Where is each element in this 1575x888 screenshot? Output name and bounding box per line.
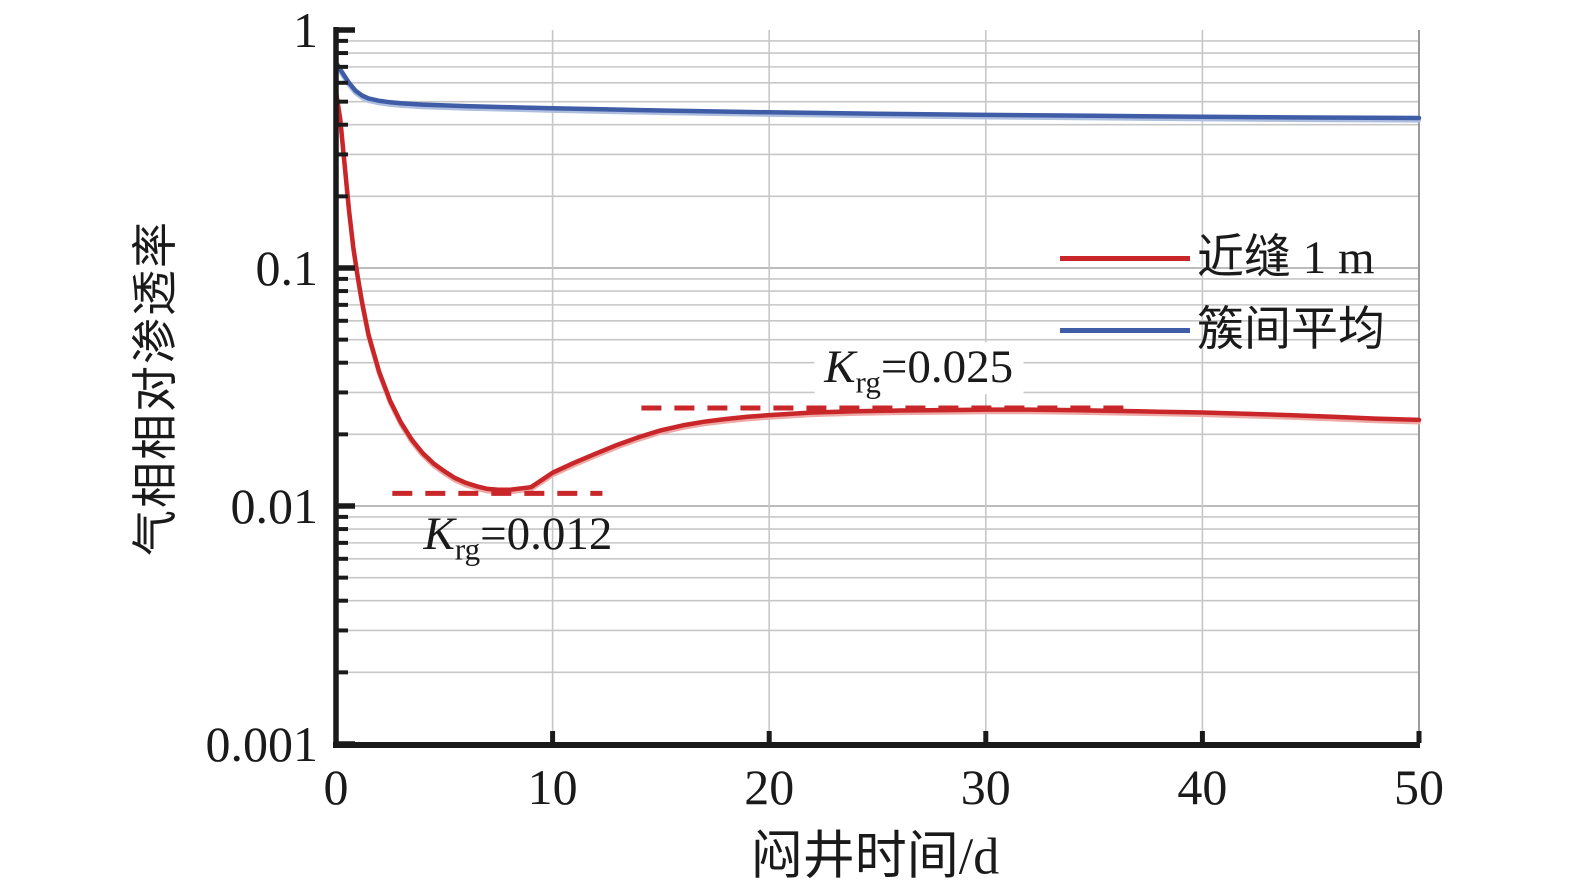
y-tick-label-0.1: 0.1 bbox=[255, 240, 319, 296]
annotation-krg-0025-value: =0.025 bbox=[880, 341, 1014, 394]
annotation-krg-0012-value: =0.012 bbox=[480, 508, 613, 561]
legend-line-blue-icon bbox=[1060, 327, 1190, 333]
series-line-blue bbox=[333, 60, 1422, 121]
legend-line-red-icon bbox=[1060, 255, 1190, 261]
annotation-krg-0025-symbol: K bbox=[824, 341, 856, 394]
x-tick-label-0: 0 bbox=[323, 759, 349, 815]
annotation-krg-0012-symbol: K bbox=[423, 508, 455, 561]
annotation-krg-0025-subscript: rg bbox=[855, 364, 881, 400]
x-tick-label-20: 20 bbox=[744, 759, 795, 815]
x-tick-label-30: 30 bbox=[960, 759, 1011, 815]
legend-label-cluster-average: 簇间平均 bbox=[1197, 304, 1385, 356]
annotation-krg-0012: Krg=0.012 bbox=[423, 508, 613, 565]
y-tick-label-1: 1 bbox=[293, 2, 318, 58]
x-tick-label-10: 10 bbox=[527, 759, 578, 815]
legend: 近缝 1 m 簇间平均 bbox=[1060, 231, 1385, 375]
annotation-krg-0012-subscript: rg bbox=[454, 531, 481, 567]
legend-item-cluster-average: 簇间平均 bbox=[1060, 303, 1385, 357]
x-axis-title: 闷井时间/d bbox=[750, 828, 1000, 886]
y-tick-label-0.001: 0.001 bbox=[205, 716, 319, 772]
x-tick-label-50: 50 bbox=[1394, 759, 1444, 815]
annotation-krg-0025: Krg=0.025 bbox=[814, 341, 1024, 398]
legend-item-near-fracture: 近缝 1 m bbox=[1060, 231, 1385, 285]
x-tick-label-40: 40 bbox=[1177, 759, 1228, 815]
legend-label-near-fracture: 近缝 1 m bbox=[1197, 232, 1375, 284]
y-tick-label-0.01: 0.01 bbox=[230, 478, 319, 534]
